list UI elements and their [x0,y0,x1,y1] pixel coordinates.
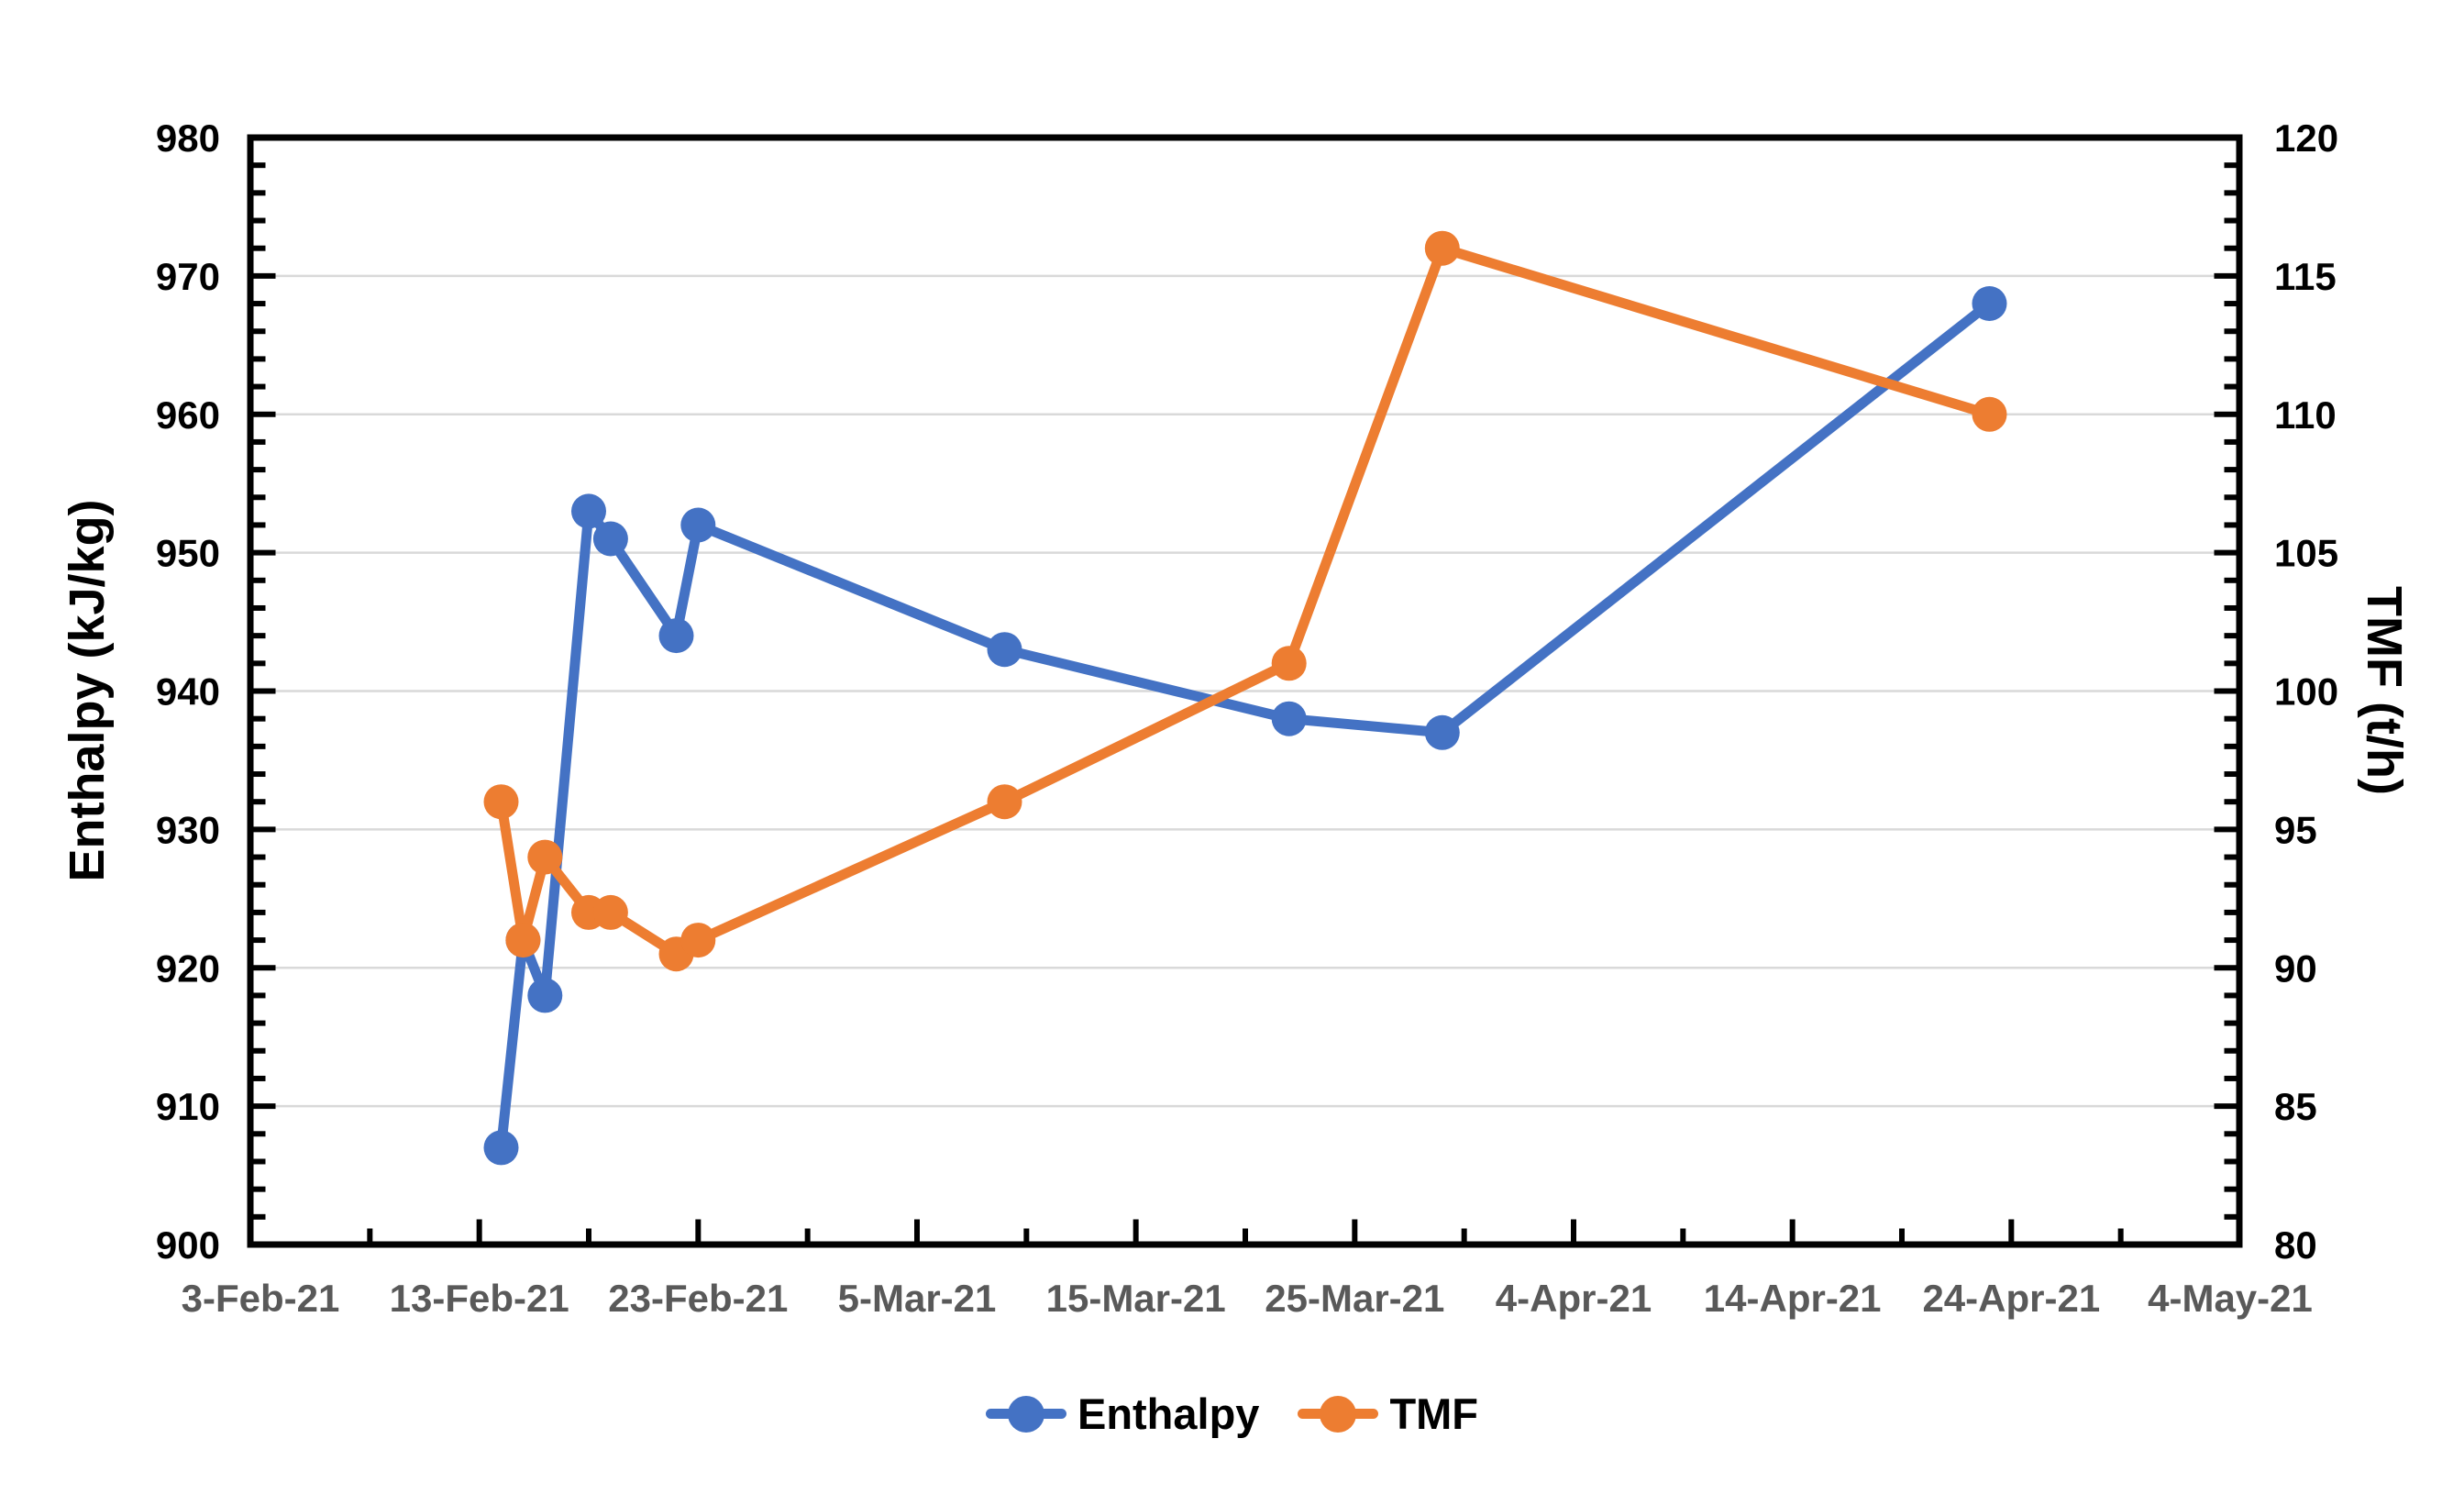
tmf-marker [505,923,541,958]
svg-text:950: 950 [156,532,220,575]
right-axis-tick-labels: 80 85 90 95 100 105 110 115 120 [2274,116,2338,1267]
enthalpy-marker [592,521,628,557]
svg-text:90: 90 [2274,946,2317,990]
enthalpy-marker [680,507,716,543]
svg-text:14-Apr-21: 14-Apr-21 [1704,1277,1882,1320]
svg-text:4-Apr-21: 4-Apr-21 [1496,1277,1652,1320]
legend-label-enthalpy: Enthalpy [1077,1389,1260,1438]
right-axis-ticks [2214,162,2237,1220]
enthalpy-legend-swatch [985,1395,1066,1433]
svg-text:15-Mar-21: 15-Mar-21 [1046,1277,1226,1320]
svg-text:920: 920 [156,946,220,990]
svg-text:85: 85 [2274,1085,2317,1128]
svg-text:960: 960 [156,393,220,437]
right-axis-title: TMF (t/h) [2357,586,2412,795]
tmf-marker [483,784,519,820]
left-axis-title: Enthalpy (kJ/kg) [60,499,115,882]
svg-text:13-Feb-21: 13-Feb-21 [390,1277,569,1320]
svg-text:980: 980 [156,116,220,160]
tmf-marker [592,894,628,930]
left-axis-ticks [253,162,276,1220]
svg-text:930: 930 [156,808,220,851]
svg-text:940: 940 [156,670,220,714]
svg-text:105: 105 [2274,532,2338,575]
svg-text:900: 900 [156,1223,220,1267]
svg-text:23-Feb-21: 23-Feb-21 [608,1277,788,1320]
svg-text:80: 80 [2274,1223,2317,1267]
svg-text:95: 95 [2274,808,2317,851]
tmf-legend-swatch [1298,1395,1379,1433]
svg-text:3-Feb-21: 3-Feb-21 [182,1277,340,1320]
enthalpy-marker [1424,714,1460,750]
tmf-marker [1424,230,1460,266]
x-axis-ticks [367,1219,2124,1242]
svg-text:120: 120 [2274,116,2338,160]
svg-text:24-Apr-21: 24-Apr-21 [1922,1277,2100,1320]
svg-text:100: 100 [2274,670,2338,714]
legend-label-tmf: TMF [1389,1389,1479,1438]
left-axis-tick-labels: 900 910 920 930 940 950 960 970 980 [156,116,220,1267]
svg-text:970: 970 [156,255,220,298]
enthalpy-marker [1271,701,1307,736]
legend-item-tmf: TMF [1298,1392,1478,1435]
enthalpy-legend-marker-icon [1007,1395,1044,1433]
svg-text:5-Mar-21: 5-Mar-21 [838,1277,997,1320]
enthalpy-marker [1972,286,2007,321]
tmf-marker [680,923,716,958]
enthalpy-marker [571,493,606,529]
enthalpy-marker [658,618,694,654]
enthalpy-marker [527,978,563,1013]
tmf-marker [1271,646,1307,681]
tmf-marker [1972,396,2007,432]
enthalpy-marker [483,1130,519,1166]
enthalpy-marker [987,632,1022,668]
plot-frame [247,134,2243,1248]
svg-text:4-May-21: 4-May-21 [2148,1277,2313,1320]
svg-text:25-Mar-21: 25-Mar-21 [1265,1277,1444,1320]
tmf-series [483,230,2007,972]
tmf-marker [527,839,563,875]
legend: Enthalpy TMF [0,1392,2464,1435]
svg-text:910: 910 [156,1085,220,1128]
legend-item-enthalpy: Enthalpy [985,1389,1260,1438]
tmf-marker [987,784,1022,820]
x-axis-tick-labels: 3-Feb-21 13-Feb-21 23-Feb-21 5-Mar-21 15-Mar… [182,1277,2313,1320]
tmf-legend-marker-icon [1320,1395,1357,1433]
svg-text:115: 115 [2274,255,2337,298]
svg-text:110: 110 [2274,393,2337,437]
